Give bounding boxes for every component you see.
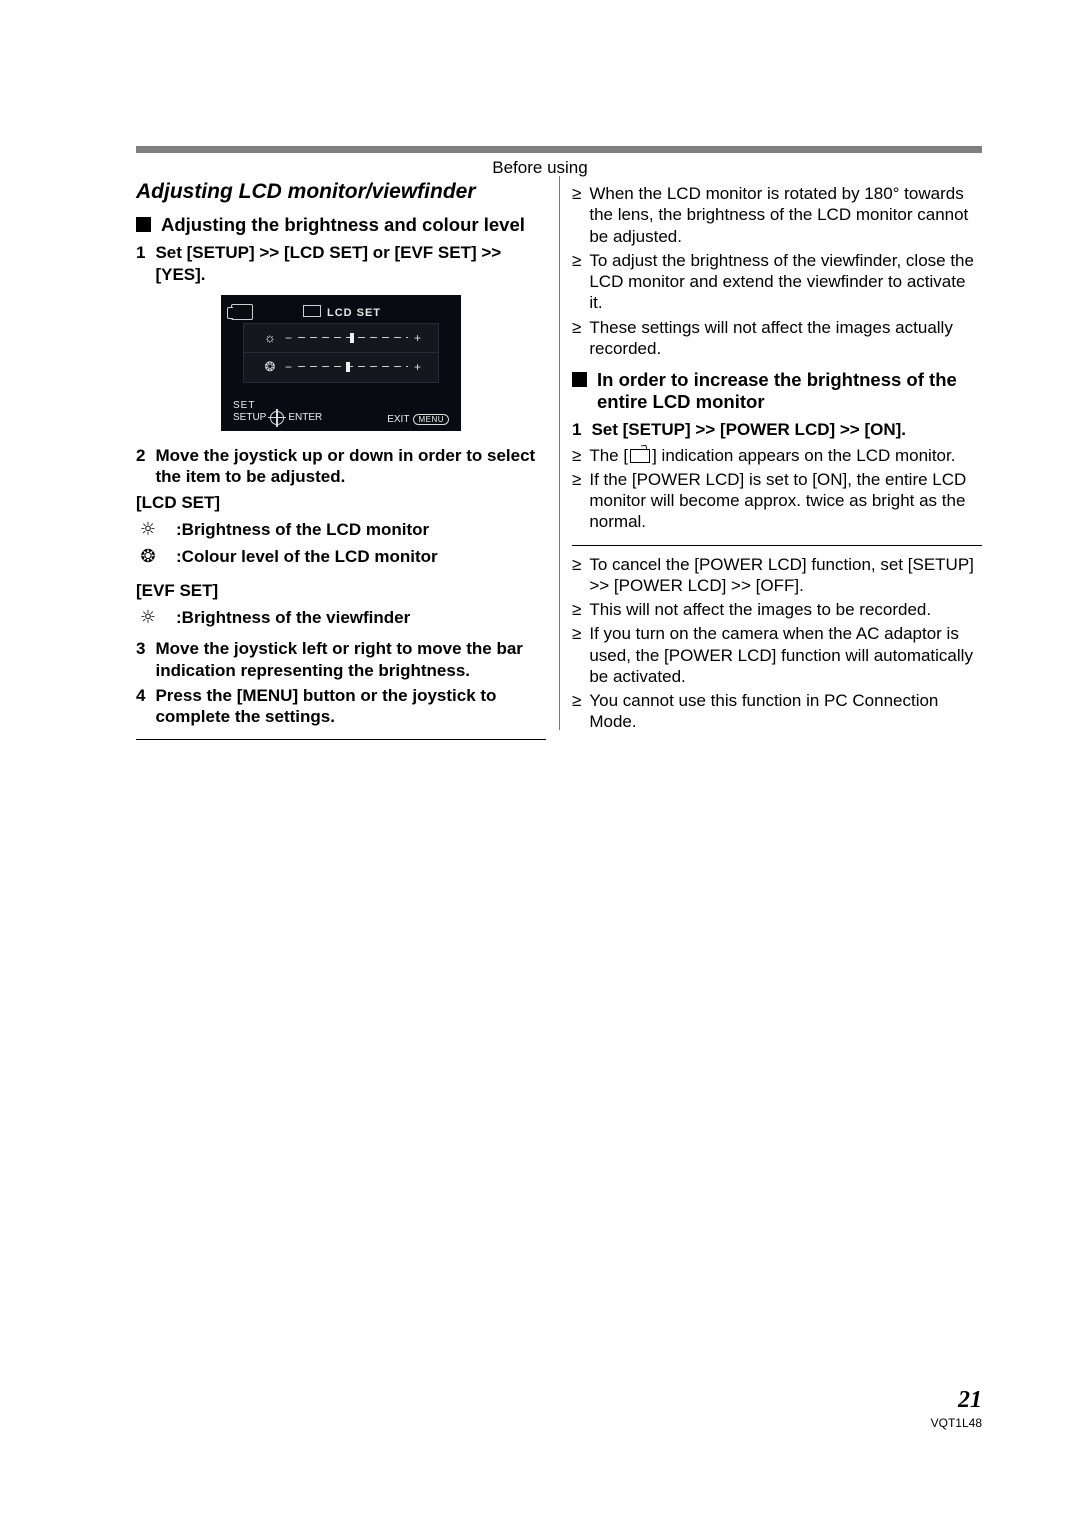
substep-item: ≥ If the [POWER LCD] is set to [ON], the… [572,469,982,533]
step-text: Move the joystick left or right to move … [155,638,546,681]
note-text: To cancel the [POWER LCD] function, set … [589,554,982,597]
column-divider [136,739,546,740]
doc-id: VQT1L48 [931,1416,982,1430]
lcd-set-label: SET SETUP ENTER [233,400,322,425]
step-number: 4 [136,685,145,728]
palette-icon: ❂ [136,546,160,567]
note-text: This will not affect the images to be re… [589,599,982,620]
step-text: Set [SETUP] >> [POWER LCD] >> [ON]. [591,419,982,440]
right-column: ≥ When the LCD monitor is rotated by 180… [572,180,982,736]
running-header: Before using [0,158,1080,178]
note-item: ≥ When the LCD monitor is rotated by 180… [572,183,982,247]
note-text: When the LCD monitor is rotated by 180° … [589,183,982,247]
step-1: 1 Set [SETUP] >> [POWER LCD] >> [ON]. [572,419,982,440]
lcd-panel: ☼ − + ❂ − + [243,323,439,383]
note-text: To adjust the brightness of the viewfind… [589,250,982,314]
bullet-icon: ≥ [572,599,581,620]
item-text: :Brightness of the LCD monitor [176,520,429,540]
lcd-brightness-item: ☼ :Brightness of the LCD monitor [136,519,546,540]
note-item: ≥ If you turn on the camera when the AC … [572,623,982,687]
evf-brightness-item: ☼ :Brightness of the viewfinder [136,607,546,628]
subhead-power-lcd: In order to increase the brightness of t… [572,369,982,413]
note-item: ≥ This will not affect the images to be … [572,599,982,620]
section-title: Adjusting LCD monitor/viewfinder [136,180,546,204]
bullet-icon: ≥ [572,690,581,733]
menu-pill-icon: MENU [413,414,449,425]
palette-icon: ❂ [261,359,279,375]
setup-tool-icon [231,304,253,320]
bullet-icon: ≥ [572,183,581,247]
sun-icon: ☼ [261,330,279,345]
lcd-set-label: [LCD SET] [136,493,546,513]
sun-icon: ☼ [136,519,160,540]
page-number: 21 [931,1387,982,1414]
square-bullet-icon [572,372,587,387]
step-number: 1 [572,419,581,440]
left-column: Adjusting LCD monitor/viewfinder Adjusti… [136,180,546,748]
subhead-text: Adjusting the brightness and colour leve… [161,214,525,236]
bullet-icon: ≥ [572,250,581,314]
lcd-brightness-row: ☼ − + [244,324,438,353]
evf-set-label: [EVF SET] [136,581,546,601]
bullet-icon: ≥ [572,469,581,533]
note-text: You cannot use this function in PC Conne… [589,690,982,733]
step-text: Set [SETUP] >> [LCD SET] or [EVF SET] >>… [155,242,546,285]
sun-icon: ☼ [136,607,160,628]
step-3: 3 Move the joystick left or right to mov… [136,638,546,681]
column-divider [572,545,982,546]
lcd-set-figure: LCD SET ☼ − + ❂ − [221,295,461,431]
bullet-icon: ≥ [572,445,581,466]
plus-icon: + [414,360,421,374]
header-rule [136,146,982,153]
note-item: ≥ These settings will not affect the ima… [572,317,982,360]
note-item: ≥ You cannot use this function in PC Con… [572,690,982,733]
brightness-bar [298,334,408,342]
substep-text: The [] indication appears on the LCD mon… [589,445,982,466]
page-footer: 21 VQT1L48 [931,1387,982,1430]
lcd-exit-label: EXIT MENU [387,414,449,425]
step-text: Move the joystick up or down in order to… [155,445,546,488]
step-2: 2 Move the joystick up or down in order … [136,445,546,488]
substep-text: If the [POWER LCD] is set to [ON], the e… [589,469,982,533]
subhead-text: In order to increase the brightness of t… [597,369,982,413]
square-bullet-icon [136,217,151,232]
item-text: :Colour level of the LCD monitor [176,547,438,567]
step-text: Press the [MENU] button or the joystick … [155,685,546,728]
lcd-colour-item: ❂ :Colour level of the LCD monitor [136,546,546,567]
note-item: ≥ To cancel the [POWER LCD] function, se… [572,554,982,597]
bullet-icon: ≥ [572,317,581,360]
colour-bar [298,363,408,371]
substep-item: ≥ The [] indication appears on the LCD m… [572,445,982,466]
step-1: 1 Set [SETUP] >> [LCD SET] or [EVF SET] … [136,242,546,285]
lcd-top-row: LCD SET [231,301,451,323]
step-number: 2 [136,445,145,488]
note-item: ≥ To adjust the brightness of the viewfi… [572,250,982,314]
lcd-bottom-row: SET SETUP ENTER EXIT MENU [233,400,449,425]
joystick-icon [270,411,284,425]
plus-icon: + [414,331,421,345]
item-text: :Brightness of the viewfinder [176,608,410,628]
bullet-icon: ≥ [572,554,581,597]
bullet-icon: ≥ [572,623,581,687]
step-number: 1 [136,242,145,285]
page: Before using Adjusting LCD monitor/viewf… [0,0,1080,1526]
content-columns: Adjusting LCD monitor/viewfinder Adjusti… [136,180,982,1380]
note-text: If you turn on the camera when the AC ad… [589,623,982,687]
lcd-title: LCD SET [261,305,423,319]
note-text: These settings will not affect the image… [589,317,982,360]
lcd-colour-row: ❂ − + [244,353,438,381]
power-lcd-icon [630,449,650,463]
minus-icon: − [285,360,292,374]
minus-icon: − [285,331,292,345]
subhead-adjust-brightness: Adjusting the brightness and colour leve… [136,214,546,236]
step-4: 4 Press the [MENU] button or the joystic… [136,685,546,728]
step-number: 3 [136,638,145,681]
